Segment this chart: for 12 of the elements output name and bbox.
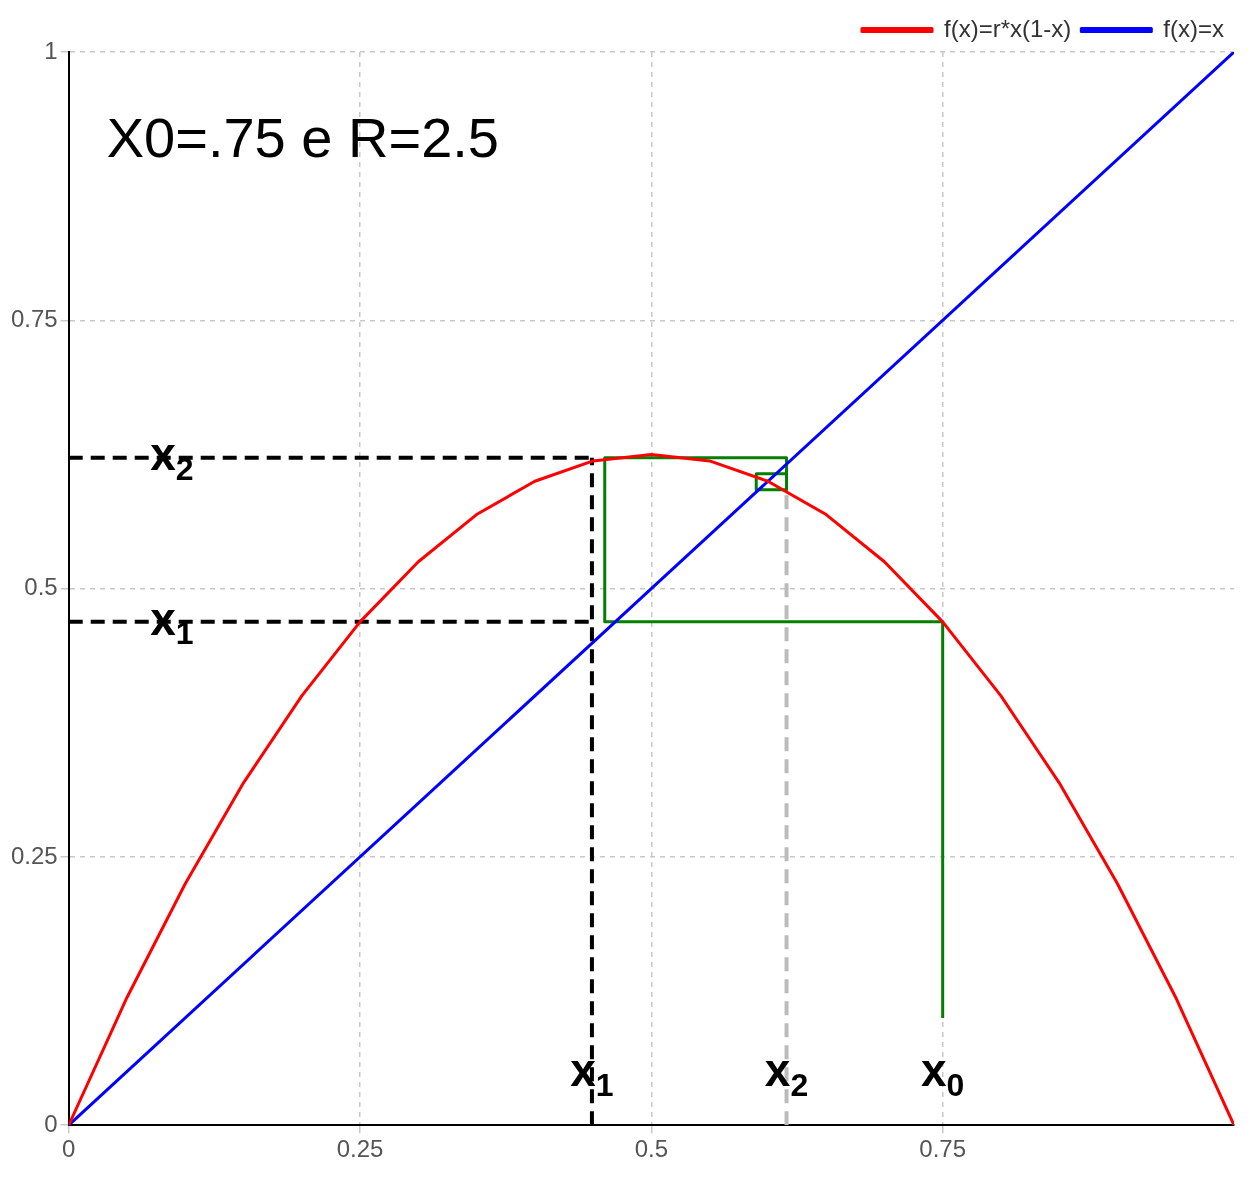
annotation: X0=.75 e R=2.5 [106,106,500,170]
y-tick-label: 1 [44,36,58,64]
y-tick-label: 0.75 [10,304,58,332]
legend-label: f(x)=x [1163,14,1224,42]
y-tick-label: 0.25 [10,841,58,869]
x-tick-label: 0 [62,1135,76,1163]
x-tick-label: 0.5 [634,1135,669,1163]
x-tick-label: 0.75 [919,1135,967,1163]
y-tick-label: 0.5 [24,573,58,601]
legend-label: f(x)=r*x(1-x) [944,14,1072,42]
y-tick-label: 0 [44,1109,58,1137]
x-tick-label: 0.25 [336,1135,384,1163]
